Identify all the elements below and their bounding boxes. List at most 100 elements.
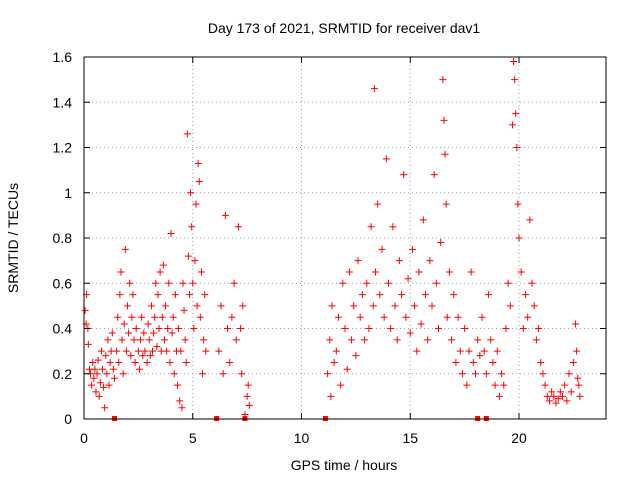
data-point [354, 257, 362, 265]
y-tick-label: 1.4 [53, 94, 73, 110]
data-point [358, 291, 366, 299]
y-tick-label: 0.6 [53, 275, 73, 291]
y-tick-label: 1.6 [53, 49, 73, 65]
data-point [184, 252, 192, 260]
data-point [398, 291, 406, 299]
data-point [94, 356, 102, 364]
data-point [472, 370, 479, 378]
data-point [324, 370, 332, 378]
data-point [532, 336, 540, 344]
data-point [81, 306, 89, 314]
data-point [343, 365, 351, 373]
data-point [243, 392, 251, 400]
data-point [179, 279, 187, 287]
data-point [118, 336, 126, 344]
data-point [90, 374, 98, 382]
data-point [130, 336, 138, 344]
data-point [234, 223, 242, 231]
data-point [167, 229, 175, 237]
data-point [230, 279, 238, 287]
data-point [519, 325, 527, 332]
data-point [456, 347, 464, 355]
data-point [127, 352, 135, 360]
data-point [339, 279, 347, 287]
data-point [120, 320, 128, 328]
data-point [237, 325, 245, 332]
data-point [508, 121, 516, 129]
data-point [474, 336, 482, 344]
data-point [428, 302, 436, 310]
data-point [382, 155, 390, 163]
data-point [98, 365, 106, 373]
data-point [515, 234, 523, 242]
data-point [541, 381, 549, 389]
y-tick-label: 0.4 [53, 321, 73, 337]
data-point [493, 347, 501, 355]
data-point [110, 374, 118, 382]
data-point [89, 358, 97, 366]
data-point [244, 381, 252, 389]
data-point [181, 336, 189, 344]
data-point [502, 325, 510, 332]
data-point [177, 347, 185, 355]
data-point [176, 397, 184, 405]
data-point [454, 313, 462, 321]
y-axis-label: SRMTID / TECUs [5, 183, 21, 293]
data-point [217, 302, 225, 310]
data-point [441, 150, 449, 158]
data-point [535, 325, 543, 332]
data-point [197, 268, 205, 276]
data-point [565, 370, 573, 378]
data-point [443, 313, 451, 321]
data-point [151, 313, 159, 321]
data-point [526, 216, 534, 224]
data-point [370, 85, 378, 93]
data-point [126, 279, 134, 287]
data-point [92, 388, 100, 396]
x-tick-label: 0 [80, 430, 88, 446]
data-point [426, 257, 434, 265]
data-point [166, 358, 174, 366]
data-point [417, 320, 425, 328]
data-point [113, 347, 121, 355]
data-point [452, 358, 460, 366]
data-point [439, 76, 447, 84]
data-point [395, 257, 403, 265]
data-point [146, 352, 154, 360]
data-point [182, 358, 190, 366]
data-point [561, 381, 569, 389]
data-point [489, 358, 497, 366]
data-point [93, 370, 101, 378]
data-point [327, 392, 335, 400]
data-point [232, 336, 240, 344]
data-point [548, 388, 556, 396]
data-point [573, 347, 581, 355]
data-point [389, 223, 397, 231]
data-point [554, 395, 562, 403]
data-point [132, 325, 140, 332]
data-point [361, 336, 369, 344]
data-point [408, 245, 416, 253]
data-point [164, 325, 172, 332]
data-point [539, 370, 547, 378]
data-point [138, 313, 146, 321]
data-point [114, 313, 122, 321]
data-point [165, 279, 173, 287]
data-point [478, 313, 486, 321]
data-point [109, 365, 117, 373]
data-point [102, 352, 110, 360]
data-point [567, 388, 575, 396]
data-point [365, 325, 373, 332]
data-point [200, 336, 208, 344]
data-point [559, 392, 566, 400]
data-point [202, 347, 210, 355]
data-point [141, 347, 149, 355]
data-point [393, 336, 401, 344]
data-point [569, 358, 577, 366]
data-point [487, 336, 495, 344]
data-point [149, 347, 157, 355]
data-point [467, 268, 475, 276]
data-point [106, 358, 114, 366]
data-point [199, 370, 207, 378]
